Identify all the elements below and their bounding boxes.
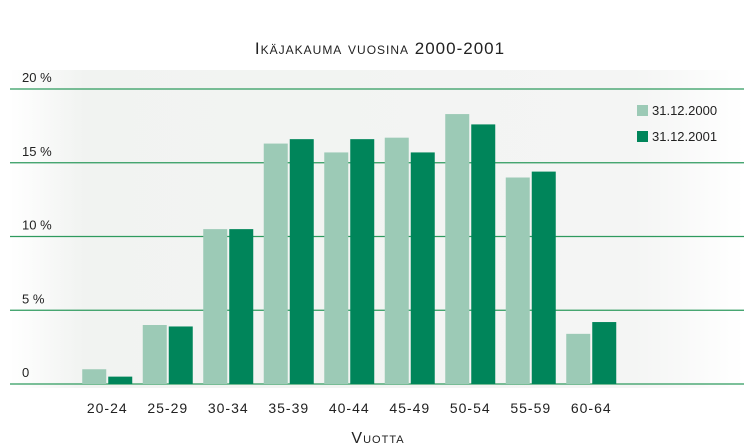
bar [384, 137, 409, 384]
x-tick-label: 45-49 [389, 400, 430, 416]
x-tick-label: 55-59 [510, 400, 551, 416]
legend-swatch [637, 131, 648, 142]
y-tick-label: 20 % [22, 70, 52, 85]
x-axis-label: Vuotta [351, 430, 404, 447]
bar [263, 143, 288, 384]
x-tick-label: 30-34 [208, 400, 249, 416]
bar [82, 369, 107, 384]
y-tick-label: 10 % [22, 218, 52, 233]
bar [229, 229, 254, 384]
bar [350, 139, 375, 384]
x-tick-label: 20-24 [87, 400, 128, 416]
bar [108, 376, 133, 384]
bar [471, 124, 496, 385]
bar [324, 152, 349, 384]
x-tick-label: 50-54 [450, 400, 491, 416]
x-tick-label: 25-29 [147, 400, 188, 416]
bar [203, 229, 228, 384]
x-tick-label: 60-64 [571, 400, 612, 416]
bar [410, 152, 435, 384]
bar [445, 114, 470, 384]
plot-background [10, 70, 744, 388]
legend-swatch [637, 105, 648, 116]
bar [289, 139, 314, 384]
y-tick-label: 5 % [22, 291, 45, 306]
bar [566, 333, 591, 384]
x-tick-label: 40-44 [329, 400, 370, 416]
bar [592, 322, 617, 384]
bar [168, 326, 193, 384]
bar [505, 177, 530, 384]
legend-label: 31.12.2000 [652, 103, 717, 118]
bar [531, 171, 556, 384]
chart-title: Ikäjakauma vuosina 2000-2001 [255, 39, 505, 58]
legend-label: 31.12.2001 [652, 129, 717, 144]
bar [142, 325, 167, 384]
x-tick-label: 35-39 [268, 400, 309, 416]
y-tick-label: 15 % [22, 144, 52, 159]
y-tick-label: 0 [22, 365, 29, 380]
